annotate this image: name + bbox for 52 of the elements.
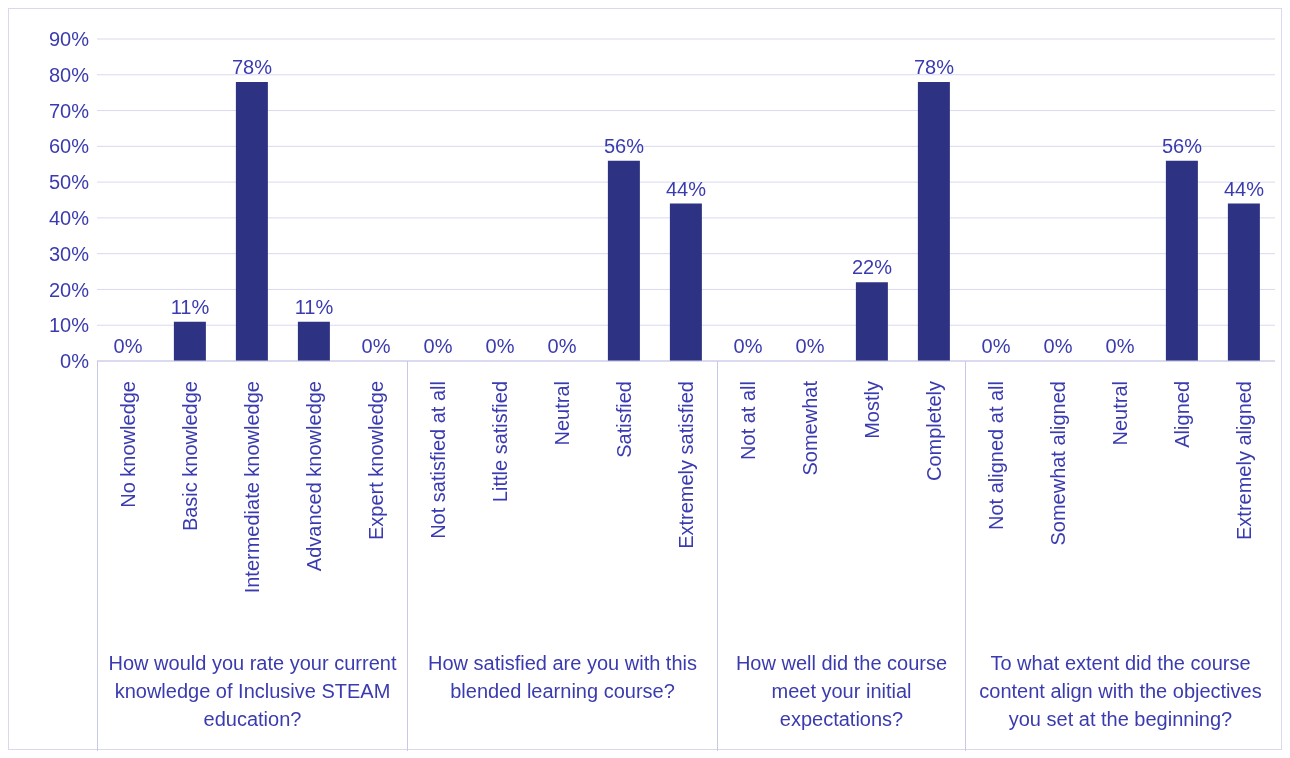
x-tick-label: Neutral bbox=[1109, 381, 1131, 446]
y-tick-label: 80% bbox=[48, 63, 90, 86]
data-label: 22% bbox=[851, 256, 893, 279]
y-tick-label: 10% bbox=[48, 314, 90, 337]
y-tick-label: 30% bbox=[48, 242, 90, 265]
data-label: 0% bbox=[361, 335, 391, 357]
y-tick-label: 90% bbox=[48, 28, 90, 51]
x-tick-label: Not aligned at all bbox=[985, 381, 1007, 530]
data-label: 0% bbox=[1105, 335, 1135, 357]
x-axis-title: How would you rate your current knowledge of Inclusive STEAM education? bbox=[107, 651, 398, 732]
data-label: 78% bbox=[231, 55, 273, 78]
data-label: 0% bbox=[1043, 335, 1073, 357]
x-axis-title: To what extent did the course content align with the objectives you set at the beginning? bbox=[978, 651, 1263, 732]
x-tick-label: No knowledge bbox=[117, 381, 139, 508]
x-tick-label: Extremely aligned bbox=[1233, 381, 1255, 540]
data-label: 0% bbox=[423, 335, 453, 357]
x-tick-label: Intermediate knowledge bbox=[241, 381, 263, 594]
data-label: 0% bbox=[113, 335, 143, 357]
data-label: 56% bbox=[603, 134, 645, 157]
x-tick-label: Somewhat bbox=[799, 380, 821, 476]
x-tick-label: Somewhat aligned bbox=[1047, 381, 1069, 546]
data-label: 56% bbox=[1161, 134, 1203, 157]
y-tick-label: 20% bbox=[48, 278, 90, 301]
x-tick-label: Mostly bbox=[861, 381, 883, 439]
data-label: 11% bbox=[170, 295, 210, 318]
data-label: 0% bbox=[795, 335, 825, 357]
x-tick-label: Basic knowledge bbox=[179, 381, 201, 532]
x-tick-label: Not satisfied at all bbox=[427, 381, 449, 539]
y-tick-label: 60% bbox=[48, 135, 90, 158]
y-tick-label: 50% bbox=[48, 171, 90, 194]
x-axis-title: How well did the course meet your initial expectations? bbox=[734, 651, 949, 732]
x-tick-label: Aligned bbox=[1171, 381, 1193, 448]
data-label: 11% bbox=[294, 295, 334, 318]
data-label: 0% bbox=[547, 335, 577, 357]
x-tick-label: Completely bbox=[923, 381, 945, 482]
data-label: 44% bbox=[1223, 177, 1265, 200]
x-tick-label: Extremely satisfied bbox=[675, 381, 697, 549]
data-label: 0% bbox=[733, 335, 763, 357]
x-tick-label: Expert knowledge bbox=[365, 381, 387, 540]
data-label: 0% bbox=[981, 335, 1011, 357]
x-tick-label: Satisfied bbox=[613, 381, 635, 458]
x-tick-label: Not at all bbox=[737, 381, 759, 460]
x-tick-label: Neutral bbox=[551, 381, 573, 446]
data-label: 44% bbox=[665, 177, 707, 200]
data-label: 78% bbox=[913, 55, 955, 78]
data-label: 0% bbox=[485, 335, 515, 357]
x-tick-label: Advanced knowledge bbox=[303, 381, 325, 572]
x-tick-label: Little satisfied bbox=[489, 381, 511, 503]
y-tick-label: 0% bbox=[60, 350, 90, 373]
y-tick-label: 40% bbox=[48, 206, 90, 229]
x-axis-title: How satisfied are you with this blended learning course? bbox=[427, 651, 698, 704]
y-tick-label: 70% bbox=[48, 99, 90, 122]
